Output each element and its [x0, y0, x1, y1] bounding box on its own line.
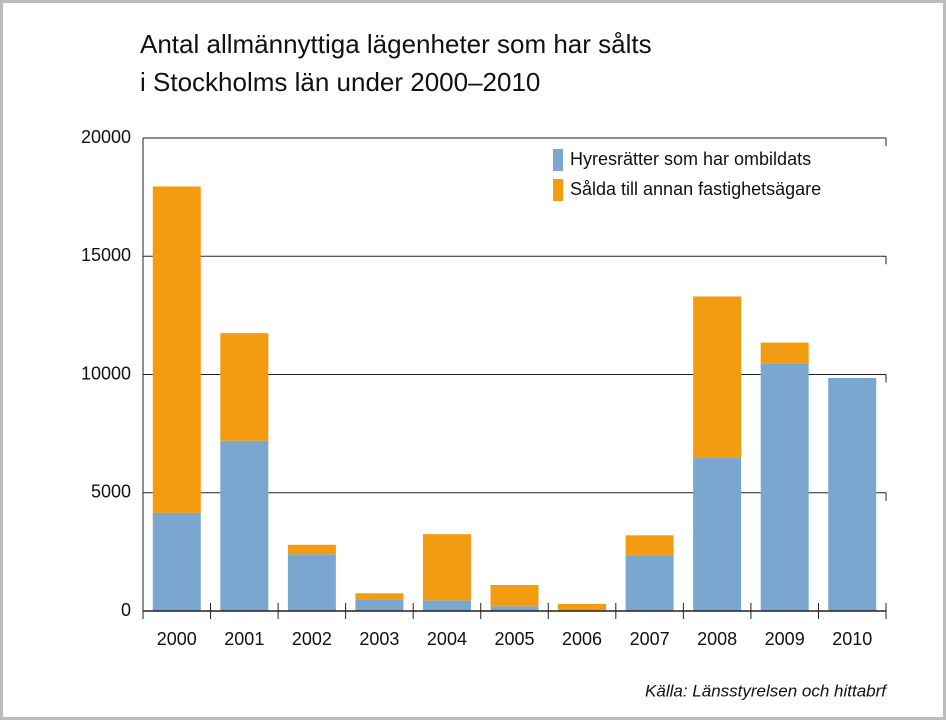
bar-segment [693, 296, 742, 458]
chart-title: Antal allmännyttiga lägenheter som har s… [140, 29, 652, 59]
x-tick-label: 2009 [765, 629, 805, 649]
bar-segment [490, 584, 539, 607]
source: Källa: Länsstyrelsen och hittabrf [645, 681, 888, 700]
bar-segment [152, 186, 201, 513]
bar-segment [760, 342, 809, 364]
x-tick-label: 2001 [224, 629, 264, 649]
bar-segment [490, 606, 539, 611]
y-tick-label: 0 [121, 600, 131, 620]
y-tick-label: 15000 [81, 245, 131, 265]
x-tick-label: 2004 [427, 629, 467, 649]
x-tick-label: 2002 [292, 629, 332, 649]
legend-swatch [553, 149, 563, 171]
x-tick-label: 2010 [832, 629, 872, 649]
bar-segment [625, 535, 674, 556]
x-tick-label: 2000 [157, 629, 197, 649]
x-tick-label: 2003 [359, 629, 399, 649]
bar-segment [287, 544, 336, 555]
bar-segment [287, 554, 336, 611]
bar-segment [693, 457, 742, 611]
bar-segment [625, 555, 674, 611]
x-tick-label: 2006 [562, 629, 602, 649]
bar-segment [355, 599, 404, 611]
legend-label: Sålda till annan fastighetsägare [570, 179, 821, 199]
bar-segment [355, 593, 404, 600]
bar-segment [220, 333, 269, 441]
y-tick-label: 10000 [81, 363, 131, 383]
bar-segment [422, 600, 471, 611]
bar-segment [152, 512, 201, 611]
y-tick-label: 20000 [81, 127, 131, 147]
y-tick-label: 5000 [91, 482, 131, 502]
x-tick-label: 2007 [630, 629, 670, 649]
bar-segment [828, 378, 877, 611]
legend-label: Hyresrätter som har ombildats [570, 149, 811, 169]
bar-segment [422, 534, 471, 601]
x-tick-label: 2005 [494, 629, 534, 649]
x-tick-label: 2008 [697, 629, 737, 649]
bar-segment [760, 363, 809, 611]
bar-segment [558, 603, 607, 611]
bar-segment [220, 440, 269, 611]
legend-swatch [553, 179, 563, 201]
chart-title: i Stockholms län under 2000–2010 [140, 67, 540, 97]
